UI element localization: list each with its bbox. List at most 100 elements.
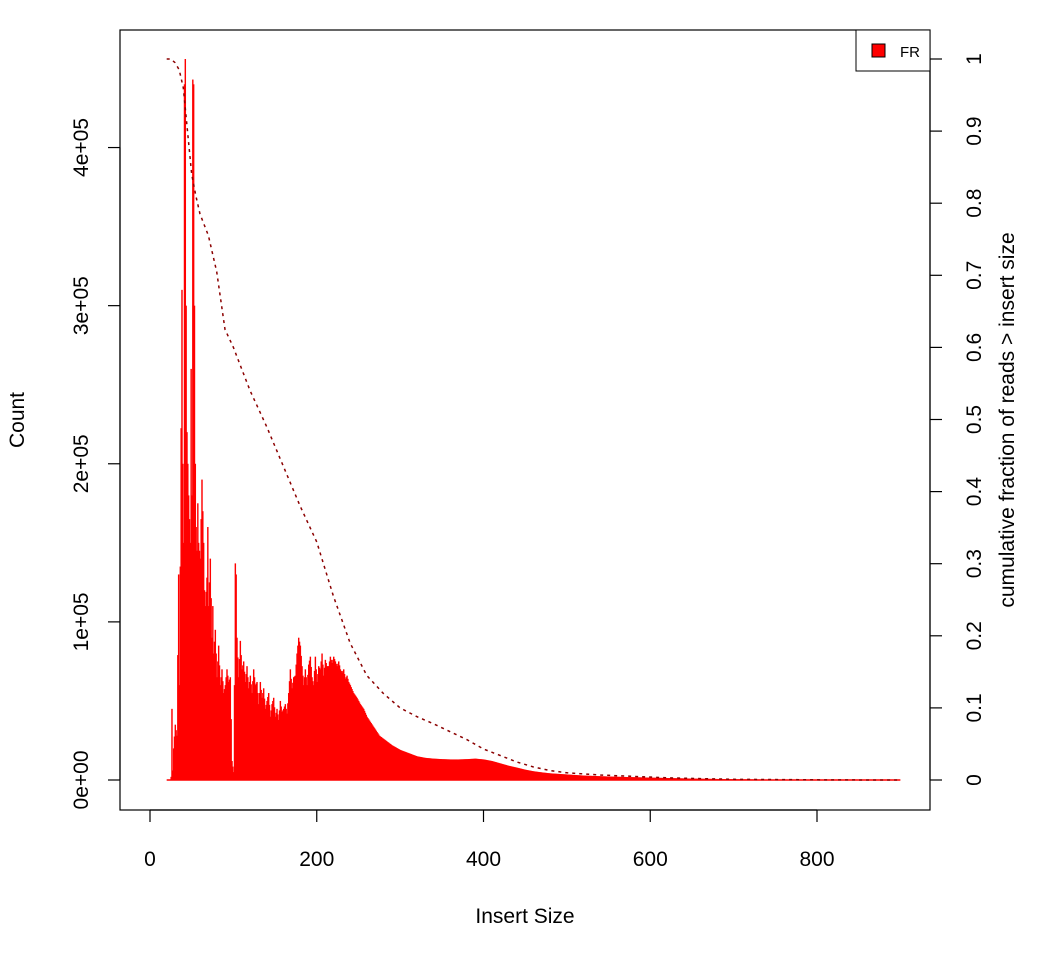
histogram-bar [398, 749, 401, 780]
histogram-bar [592, 775, 594, 780]
histogram-bar [249, 675, 252, 780]
histogram-bar [567, 774, 569, 780]
histogram-bar [367, 718, 369, 780]
histogram-bar [516, 767, 518, 780]
histogram-bar [220, 677, 222, 780]
histogram-bar [494, 761, 497, 780]
histogram-bar [591, 775, 593, 780]
histogram-bar [373, 726, 375, 780]
histogram-bar [431, 758, 433, 780]
histogram-bar [311, 677, 313, 780]
histogram-bar [473, 758, 475, 780]
histogram-bar [541, 772, 543, 780]
histogram-bar [631, 777, 633, 780]
histogram-bar [321, 653, 323, 780]
histogram-bar [180, 428, 182, 780]
histogram-bar [626, 777, 628, 780]
histogram-bar [313, 670, 316, 780]
histogram-bar [198, 550, 201, 780]
histogram-bar [408, 753, 410, 780]
histogram-bar [565, 774, 568, 780]
histogram-bar [683, 778, 685, 780]
histogram-bar [643, 777, 645, 780]
histogram-bar [401, 750, 403, 780]
histogram-bar [372, 725, 374, 780]
histogram-bar [536, 771, 538, 780]
histogram-bar [187, 463, 189, 780]
histogram-bar [221, 669, 223, 780]
histogram-bar [182, 463, 184, 780]
histogram-bar [546, 772, 548, 780]
histogram-bar [244, 681, 247, 780]
histogram-bar [636, 777, 638, 780]
histogram-bar [495, 762, 498, 780]
histogram-bar [353, 694, 356, 780]
legend-label-fr: FR [900, 44, 920, 61]
histogram-bar [525, 769, 528, 780]
histogram-bar [608, 776, 611, 780]
histogram-bar [638, 777, 640, 780]
histogram-bar [271, 704, 273, 780]
histogram-bar [209, 558, 212, 780]
histogram-bar [560, 774, 563, 780]
histogram-bar [339, 669, 342, 780]
histogram-bar [550, 773, 553, 780]
histogram-bar [578, 775, 581, 780]
x-tick-label: 400 [466, 848, 501, 871]
histogram-bar [240, 655, 242, 780]
histogram-bar [196, 550, 198, 780]
histogram-bar [581, 775, 583, 780]
histogram-bar [627, 777, 629, 780]
histogram-bar [255, 683, 257, 780]
histogram-bar [498, 762, 500, 780]
histogram-bar [473, 758, 476, 780]
histogram-bar [326, 666, 328, 780]
histogram-bar [230, 719, 232, 780]
histogram-bar [396, 748, 398, 780]
histogram-bar [576, 775, 578, 780]
histogram-bar [548, 773, 550, 780]
histogram-bar [482, 759, 484, 780]
histogram-bar [651, 777, 653, 780]
histogram-bar [295, 664, 297, 780]
histogram-bar [678, 778, 680, 780]
histogram-bar [176, 735, 178, 780]
histogram-bar [514, 767, 517, 780]
histogram-bar [684, 778, 686, 780]
histogram-bar [533, 771, 535, 780]
histogram-bar [365, 714, 367, 780]
histogram-bar [493, 761, 496, 780]
histogram-bar [347, 678, 349, 780]
histogram-bar [359, 704, 362, 780]
histogram-bar [242, 661, 245, 780]
histogram-bar [173, 736, 176, 780]
histogram-bar [374, 729, 377, 780]
histogram-bar [469, 758, 472, 780]
histogram-bar [308, 660, 311, 780]
histogram-bar [478, 758, 480, 780]
histogram-bar [364, 712, 367, 780]
histogram-bar [681, 778, 683, 780]
histogram-bar [418, 756, 420, 780]
histogram-bar [394, 747, 397, 780]
histogram-bar [492, 761, 494, 780]
histogram-bar [491, 761, 493, 780]
histogram-bar [633, 777, 635, 780]
histogram-bar [554, 773, 557, 780]
histogram-bar [488, 760, 491, 780]
histogram-bar [211, 637, 213, 780]
histogram-bar [465, 759, 467, 780]
histogram-bar [637, 777, 639, 780]
histogram-bar [617, 776, 619, 780]
histogram-bar [457, 759, 459, 780]
histogram-bar [403, 751, 405, 780]
histogram-bar [399, 749, 402, 780]
histogram-bar [343, 669, 345, 780]
y-axis-label: Count [6, 392, 29, 448]
histogram-bar [518, 768, 520, 780]
histogram-bar [670, 778, 673, 780]
histogram-bar [436, 758, 438, 780]
histogram-bar [414, 755, 417, 780]
histogram-bar [675, 778, 678, 780]
histogram-bar [645, 777, 648, 780]
